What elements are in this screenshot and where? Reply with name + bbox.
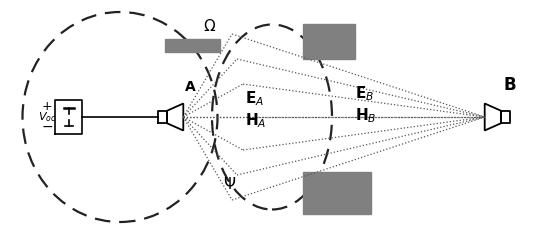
Text: $\Psi$: $\Psi$ bbox=[224, 176, 237, 192]
Text: A: A bbox=[185, 80, 195, 94]
Text: $\Omega$: $\Omega$ bbox=[204, 18, 217, 34]
Text: $V_{oc}$: $V_{oc}$ bbox=[38, 110, 56, 124]
Bar bbox=[303, 172, 371, 214]
Text: $\mathbf{H}_B$: $\mathbf{H}_B$ bbox=[355, 107, 376, 125]
Text: $\mathbf{H}_A$: $\mathbf{H}_A$ bbox=[245, 112, 266, 130]
Bar bbox=[165, 39, 220, 52]
Text: −: − bbox=[41, 120, 53, 134]
Text: B: B bbox=[504, 76, 516, 94]
Bar bbox=[303, 24, 355, 59]
Text: $\mathbf{E}_A$: $\mathbf{E}_A$ bbox=[245, 90, 264, 108]
Text: +: + bbox=[42, 100, 52, 113]
Text: $\mathbf{E}_B$: $\mathbf{E}_B$ bbox=[355, 85, 374, 103]
